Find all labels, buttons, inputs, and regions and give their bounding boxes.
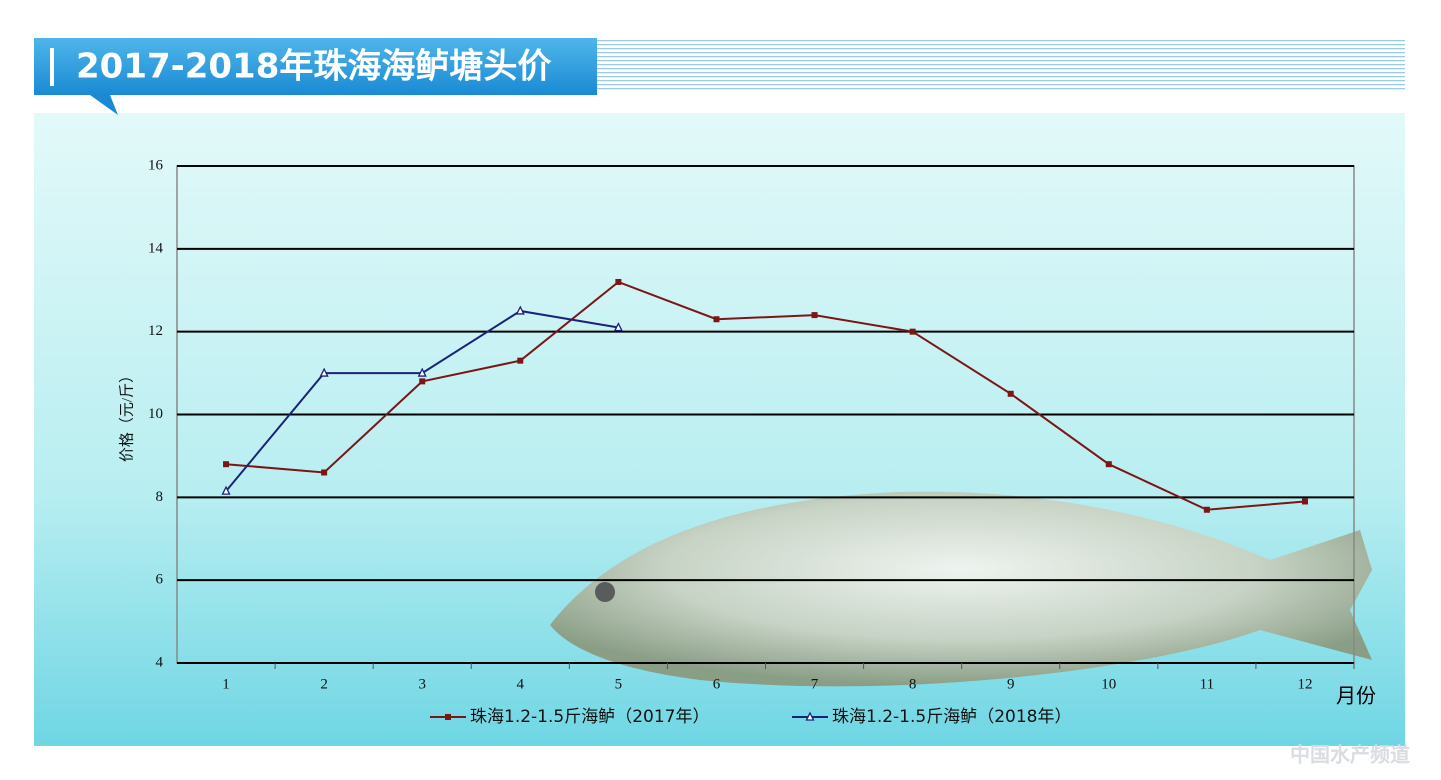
x-tick-label: 10 [1101,676,1116,692]
fish-illustration [550,491,1372,687]
x-tick-label: 11 [1200,676,1214,692]
y-tick-label: 10 [148,406,163,422]
banner-dots [50,48,54,86]
point [221,485,231,495]
y-tick-label: 14 [148,240,164,256]
point [321,469,328,476]
point [417,367,427,377]
series-line [225,280,1306,511]
x-tick-label: 4 [517,676,525,692]
y-tick-label: 12 [148,323,163,339]
point [223,461,230,468]
point [909,328,916,335]
x-axis-label: 月份 [1336,684,1376,708]
legend-marker [805,711,815,721]
x-tick-label: 9 [1007,676,1015,692]
watermark: 中国水产频道 [1290,743,1410,767]
point [319,367,329,377]
stripes [597,40,1405,90]
x-tick-label: 5 [615,676,623,692]
y-axis-label: 价格（元/斤） [118,368,135,462]
x-tick-label: 2 [320,676,328,692]
x-tick-label: 8 [909,676,917,692]
y-tick-label: 6 [156,572,164,588]
point [517,357,524,364]
x-tick-label: 3 [418,676,426,692]
x-tick-label: 12 [1297,676,1312,692]
point [613,322,623,332]
banner-tail [90,95,118,115]
point [615,278,622,285]
point [419,378,426,385]
point [1301,498,1308,505]
point [1105,461,1112,468]
point [1203,506,1210,513]
y-tick-label: 16 [148,157,164,173]
legend-label: 珠海1.2-1.5斤海鲈（2018年） [832,707,1071,727]
y-tick-label: 4 [156,654,164,670]
point [1007,390,1014,397]
x-tick-label: 1 [222,676,230,692]
point [515,305,525,315]
y-tick-label: 8 [156,489,164,505]
title-banner [34,38,597,95]
chart-title: 2017-2018年珠海海鲈塘头价 [76,47,551,87]
legend-label: 珠海1.2-1.5斤海鲈（2017年） [470,707,709,727]
x-tick-label: 6 [713,676,721,692]
x-tick-label: 7 [811,676,819,692]
legend-marker [445,714,451,720]
point [713,316,720,323]
point [811,312,818,319]
